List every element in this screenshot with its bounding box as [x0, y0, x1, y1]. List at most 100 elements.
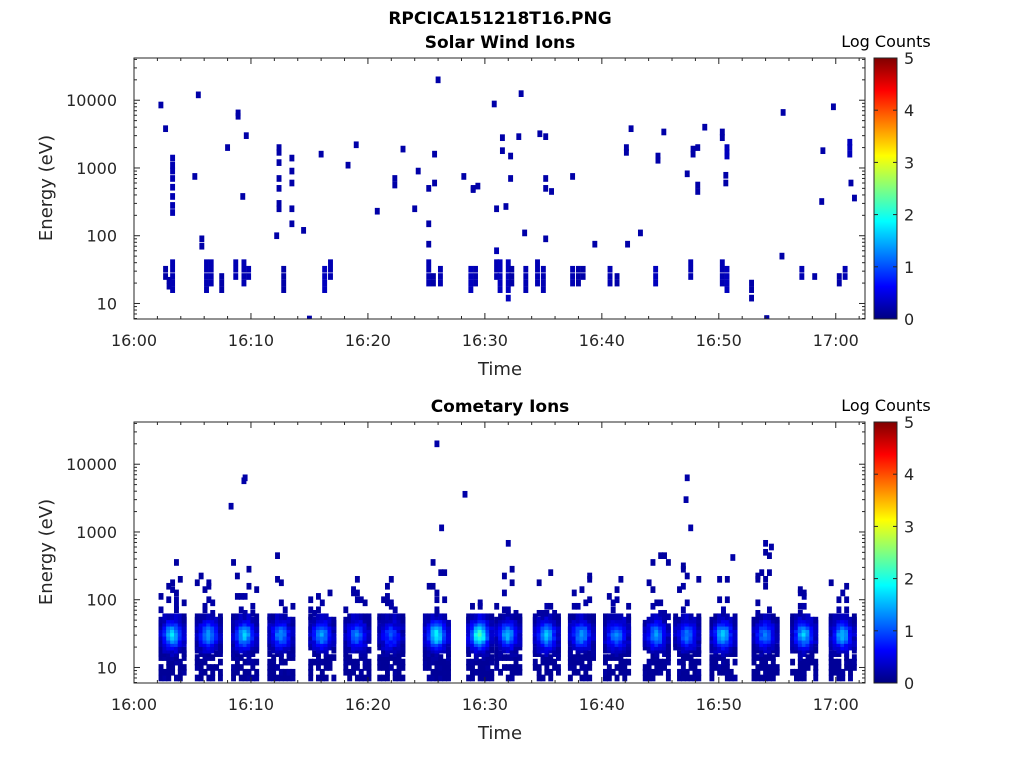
heatmap-cell	[343, 650, 349, 657]
heatmap-cell	[170, 286, 176, 293]
heatmap-cell	[724, 643, 730, 651]
heatmap-cell	[282, 613, 288, 621]
heatmap-cell	[583, 623, 589, 631]
heatmap-cell	[319, 674, 325, 682]
heatmap-cell	[702, 123, 708, 131]
heatmap-cell	[801, 633, 807, 641]
heatmap-cell	[654, 658, 660, 666]
heatmap-cell	[446, 654, 451, 661]
heatmap-cell	[198, 633, 204, 641]
heatmap-cell	[473, 273, 478, 280]
heatmap-cell	[170, 650, 176, 657]
heatmap-cell	[692, 650, 698, 657]
heatmap-cell	[166, 650, 172, 657]
heatmap-cell	[592, 240, 598, 248]
heatmap-cell	[680, 664, 686, 671]
heatmap-cell	[470, 664, 475, 671]
heatmap-cell	[354, 629, 360, 637]
heatmap-cell	[713, 623, 719, 631]
heatmap-cell	[278, 613, 284, 621]
heatmap-cell	[805, 664, 811, 671]
solar-wind-y-label: Energy (eV)	[36, 135, 57, 241]
heatmap-cell	[721, 654, 726, 661]
heatmap-cell	[170, 586, 176, 593]
heatmap-cell	[163, 273, 169, 280]
heatmap-cell	[665, 633, 671, 641]
heatmap-cell	[400, 658, 406, 666]
heatmap-cell	[688, 265, 694, 273]
heatmap-cell	[174, 589, 179, 597]
heatmap-cell	[692, 658, 698, 666]
heatmap-cell	[328, 265, 333, 273]
heatmap-cell	[603, 629, 608, 637]
heatmap-cell	[362, 613, 368, 621]
heatmap-cell	[489, 629, 495, 637]
heatmap-cell	[614, 613, 620, 621]
heatmap-cell	[498, 633, 504, 641]
heatmap-cell	[517, 668, 523, 676]
heatmap-cell	[606, 593, 612, 600]
heatmap-cell	[680, 658, 686, 666]
heatmap-cell	[271, 643, 277, 651]
heatmap-cell	[628, 125, 634, 133]
heatmap-cell	[312, 633, 318, 641]
heatmap-cell	[677, 629, 682, 637]
heatmap-cell	[721, 609, 726, 617]
heatmap-cell	[654, 668, 660, 676]
heatmap-cell	[555, 668, 561, 676]
heatmap-cell	[267, 643, 273, 651]
heatmap-cell	[763, 613, 769, 621]
heatmap-cell	[366, 646, 372, 654]
heatmap-cell	[766, 629, 772, 637]
heatmap-cell	[535, 273, 540, 280]
heatmap-cell	[536, 623, 542, 631]
heatmap-cell	[571, 654, 577, 661]
heatmap-cell	[579, 658, 585, 666]
heatmap-cell	[438, 658, 444, 666]
x-tick-label: 16:50	[696, 331, 742, 350]
heatmap-cell	[642, 623, 648, 631]
heatmap-cell	[170, 579, 176, 587]
heatmap-cell	[381, 633, 387, 641]
heatmap-cell	[250, 633, 256, 641]
heatmap-cell	[366, 633, 372, 641]
heatmap-cell	[662, 633, 667, 641]
y-tick-label: 10	[97, 294, 117, 313]
heatmap-cell	[805, 654, 811, 661]
heatmap-cell	[696, 623, 702, 631]
heatmap-cell	[315, 650, 321, 657]
heatmap-cell	[579, 633, 585, 641]
heatmap-cell	[243, 132, 249, 139]
heatmap-cell	[166, 668, 172, 676]
heatmap-cell	[250, 616, 256, 624]
heatmap-cell	[166, 674, 172, 682]
heatmap-cell	[836, 633, 842, 641]
heatmap-cell	[763, 654, 769, 661]
heatmap-cell	[755, 623, 761, 631]
heatmap-cell	[446, 633, 451, 641]
x-tick-label: 16:40	[579, 331, 625, 350]
heatmap-cell	[688, 633, 694, 641]
heatmap-cell	[477, 674, 483, 682]
heatmap-cell	[724, 286, 730, 293]
heatmap-cell	[489, 623, 495, 631]
heatmap-cell	[276, 159, 282, 166]
cometary-panel: Cometary Ions Log Counts Time Energy (eV…	[36, 396, 931, 744]
heatmap-cell	[206, 643, 212, 651]
heatmap-cell	[828, 668, 834, 676]
heatmap-cell	[166, 596, 172, 604]
heatmap-cell	[158, 668, 164, 676]
heatmap-cell	[497, 286, 503, 293]
heatmap-cell	[579, 643, 585, 651]
heatmap-cell	[622, 650, 628, 657]
x-tick-label: 16:10	[228, 695, 274, 714]
heatmap-cell	[797, 629, 803, 637]
colorbar-tick-label: 4	[904, 465, 914, 484]
heatmap-cell	[766, 654, 772, 661]
heatmap-cell	[717, 575, 723, 583]
heatmap-cell	[501, 633, 507, 641]
heatmap-cell	[430, 658, 436, 666]
heatmap-cell	[665, 674, 671, 682]
heatmap-cell	[813, 668, 819, 676]
heatmap-cell	[426, 629, 432, 637]
